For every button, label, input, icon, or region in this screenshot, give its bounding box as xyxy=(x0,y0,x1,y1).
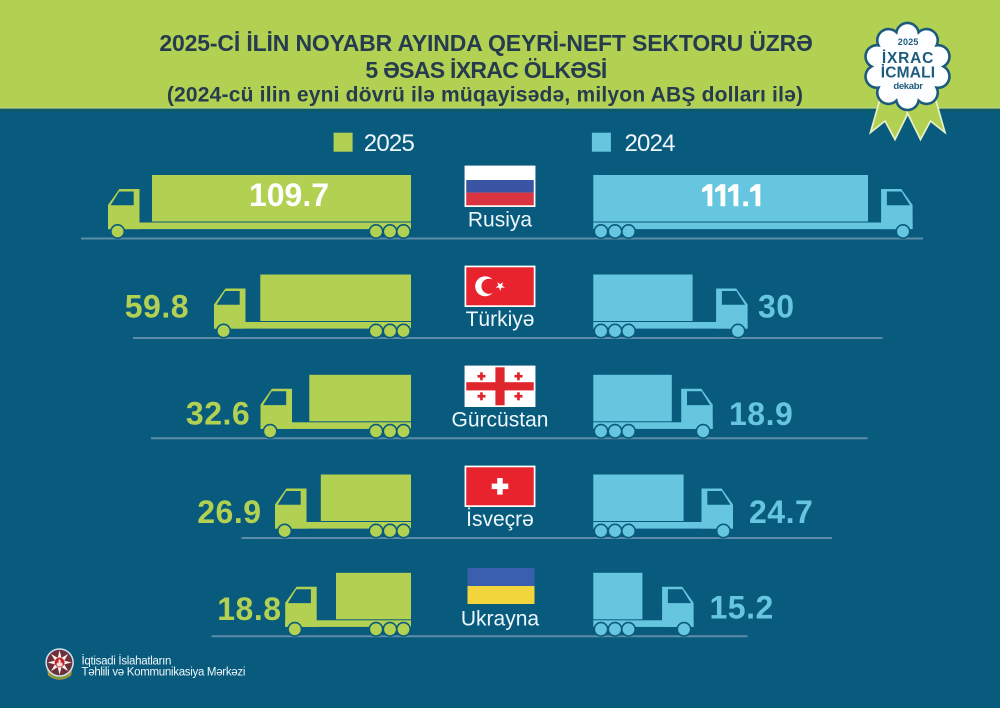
svg-text:30: 30 xyxy=(758,289,795,325)
svg-text:109.7: 109.7 xyxy=(249,177,329,213)
svg-text:Təhlili və Kommunikasiya Mərkə: Təhlili və Kommunikasiya Mərkəzi xyxy=(82,667,246,679)
svg-text:Ukrayna: Ukrayna xyxy=(461,608,540,631)
svg-text:59.8: 59.8 xyxy=(125,289,189,325)
svg-text:32.6: 32.6 xyxy=(186,396,250,432)
svg-text:15.2: 15.2 xyxy=(710,590,774,626)
svg-text:26.9: 26.9 xyxy=(197,494,261,530)
svg-text:dekabr: dekabr xyxy=(893,81,923,92)
svg-text:İCMALI: İCMALI xyxy=(881,65,936,82)
svg-text:Türkiyə: Türkiyə xyxy=(466,308,535,331)
svg-text:18.8: 18.8 xyxy=(217,591,281,627)
svg-text:Gürcüstan: Gürcüstan xyxy=(452,408,549,431)
svg-text:(2024-cü ilin eyni dövrü ilə m: (2024-cü ilin eyni dövrü ilə müqayisədə,… xyxy=(167,84,803,107)
svg-text:İsveçrə: İsveçrə xyxy=(466,508,534,531)
svg-text:İXRAC: İXRAC xyxy=(882,50,934,67)
svg-text:İqtisadi İslahatların: İqtisadi İslahatların xyxy=(82,654,172,667)
svg-text:Rusiya: Rusiya xyxy=(468,209,533,232)
svg-text:18.9: 18.9 xyxy=(729,396,793,432)
svg-text:2024: 2024 xyxy=(625,130,676,157)
svg-text:24.7: 24.7 xyxy=(749,494,813,530)
svg-text:2025-Cİ İLİN NOYABR AYINDA QEY: 2025-Cİ İLİN NOYABR AYINDA QEYRİ-NEFT SE… xyxy=(159,30,812,56)
svg-text:2025: 2025 xyxy=(898,37,919,47)
svg-text:5 ƏSAS İXRAC ÖLKƏSİ: 5 ƏSAS İXRAC ÖLKƏSİ xyxy=(365,57,606,83)
svg-text:2025: 2025 xyxy=(364,130,415,157)
